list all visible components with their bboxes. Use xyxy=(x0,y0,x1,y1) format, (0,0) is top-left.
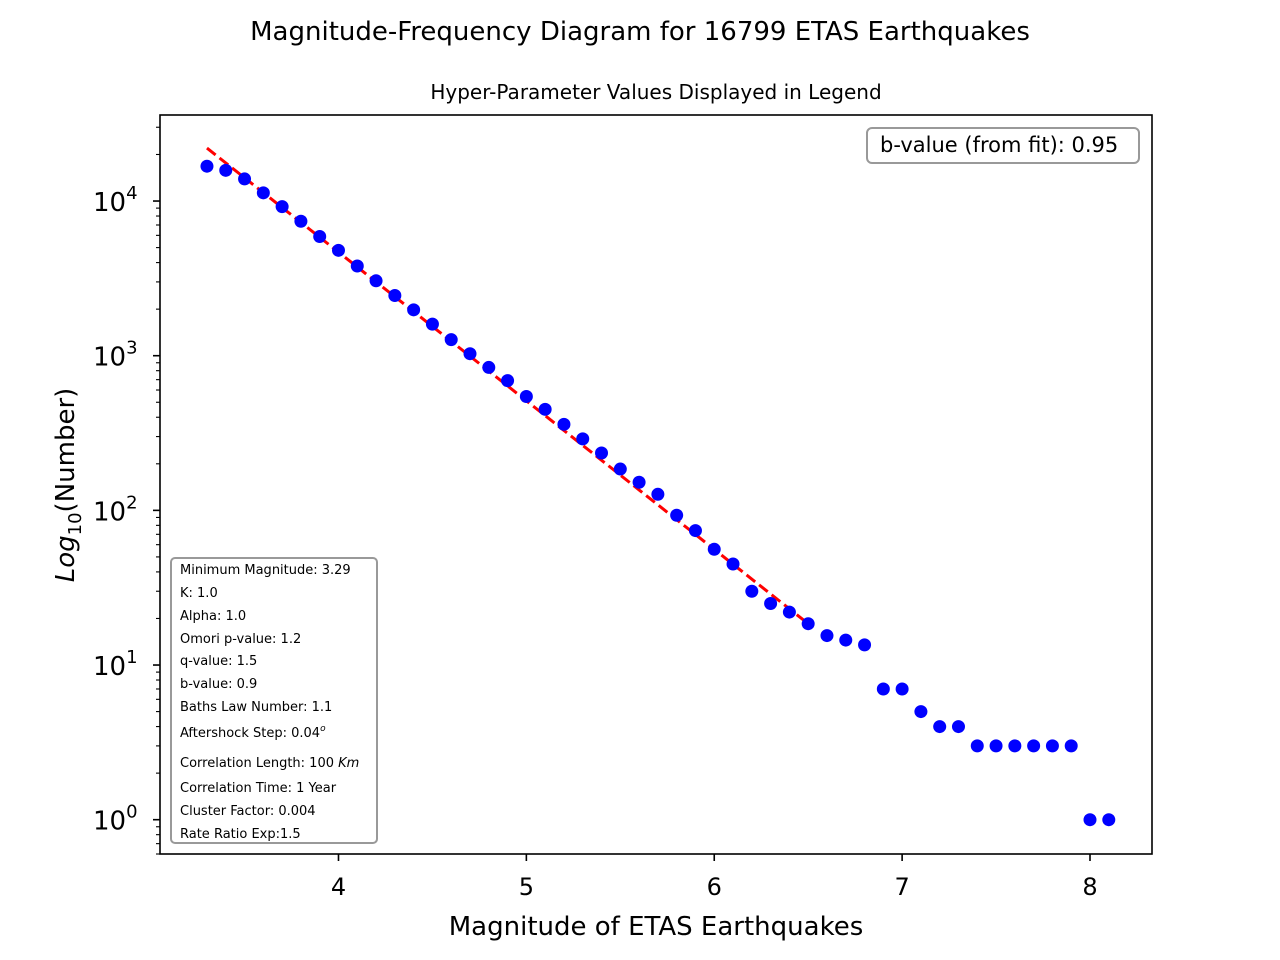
parameter-entry: q-value: 1.5 xyxy=(180,654,257,669)
x-tick-label: 6 xyxy=(707,873,722,901)
y-axis-label-subscript: 10 xyxy=(65,512,86,535)
data-point xyxy=(1064,739,1078,753)
data-point xyxy=(1027,739,1041,753)
data-point xyxy=(933,720,947,734)
data-point xyxy=(219,163,233,177)
data-point xyxy=(895,682,909,696)
data-point xyxy=(463,347,477,361)
data-point xyxy=(1045,739,1059,753)
data-point xyxy=(331,243,345,257)
fit-legend: b-value (from fit): 0.95 xyxy=(866,127,1140,164)
data-point xyxy=(801,617,815,631)
data-point xyxy=(670,508,684,522)
data-point xyxy=(576,432,590,446)
data-point xyxy=(613,462,627,476)
y-tick-label: 103 xyxy=(93,338,138,373)
data-point xyxy=(313,229,327,243)
data-point xyxy=(275,200,289,214)
data-point xyxy=(444,333,458,347)
data-point xyxy=(914,705,928,719)
parameter-entry: b-value: 0.9 xyxy=(180,677,257,692)
y-axis-label-prefix: Log xyxy=(51,535,81,582)
data-point xyxy=(1008,739,1022,753)
parameter-entry: Baths Law Number: 1.1 xyxy=(180,700,332,715)
x-tick-label: 8 xyxy=(1082,873,1097,901)
data-point xyxy=(820,629,834,643)
data-point xyxy=(538,402,552,416)
plot-area-frame xyxy=(159,114,1153,855)
data-point xyxy=(238,172,252,186)
x-axis-label: Magnitude of ETAS Earthquakes xyxy=(449,912,864,942)
parameter-entry: Minimum Magnitude: 3.29 xyxy=(180,563,351,578)
parameter-entry: Correlation Time: 1 Year xyxy=(180,781,337,796)
y-axis: 100 101 102 103 104 xyxy=(93,126,160,855)
data-point xyxy=(707,542,721,556)
parameter-entry: Omori p-value: 1.2 xyxy=(180,632,301,647)
data-point xyxy=(876,682,890,696)
chart-title: Magnitude-Frequency Diagram for 16799 ET… xyxy=(250,17,1030,47)
data-point xyxy=(200,159,214,173)
parameter-entry: Alpha: 1.0 xyxy=(180,609,246,624)
data-point xyxy=(557,417,571,431)
data-point xyxy=(764,596,778,610)
x-tick-label: 4 xyxy=(331,873,346,901)
data-point xyxy=(388,289,402,303)
data-point xyxy=(369,274,383,288)
parameter-entry: Aftershock Step: 0.04o xyxy=(180,724,326,741)
chart-subtitle: Hyper-Parameter Values Displayed in Lege… xyxy=(430,80,881,104)
parameters-legend-box xyxy=(170,557,378,844)
data-point xyxy=(407,303,421,317)
data-point xyxy=(501,374,515,388)
y-tick-label: 102 xyxy=(93,492,138,527)
data-point xyxy=(745,584,759,598)
data-point xyxy=(1102,813,1116,827)
data-point xyxy=(632,475,646,489)
y-tick-label: 104 xyxy=(93,183,138,218)
fit-legend-label: b-value (from fit): 0.95 xyxy=(880,133,1118,157)
data-point xyxy=(651,487,665,501)
data-point xyxy=(294,214,308,228)
y-tick-label: 101 xyxy=(93,647,138,682)
data-point xyxy=(782,605,796,619)
data-point xyxy=(839,633,853,647)
fit-legend-box xyxy=(866,127,1140,164)
data-point xyxy=(519,389,533,403)
data-point xyxy=(482,360,496,374)
data-point xyxy=(350,259,364,273)
data-point xyxy=(425,317,439,331)
y-tick-label: 100 xyxy=(93,802,138,837)
x-tick-label: 7 xyxy=(894,873,909,901)
parameters-legend-entries: Minimum Magnitude: 3.29 K: 1.0 Alpha: 1.0 O… xyxy=(180,563,359,842)
data-point xyxy=(989,739,1003,753)
data-point xyxy=(1083,813,1097,827)
x-tick-label: 5 xyxy=(519,873,534,901)
y-axis-label: Log10(Number) xyxy=(51,388,86,583)
data-point xyxy=(688,524,702,538)
data-point xyxy=(951,720,965,734)
y-axis-label-rest: (Number) xyxy=(51,388,81,513)
data-point xyxy=(858,638,872,652)
parameter-entry: Cluster Factor: 0.004 xyxy=(180,804,316,819)
data-point xyxy=(970,739,984,753)
parameter-entry: Rate Ratio Exp:1.5 xyxy=(180,827,301,842)
parameters-legend: Minimum Magnitude: 3.29 K: 1.0 Alpha: 1.0 O… xyxy=(170,557,378,844)
x-axis: 4 5 6 7 8 xyxy=(331,854,1098,901)
data-point xyxy=(595,446,609,460)
data-points-layer xyxy=(200,159,1116,827)
data-point xyxy=(726,557,740,571)
data-point xyxy=(256,186,270,200)
parameter-entry: K: 1.0 xyxy=(180,586,218,601)
parameter-entry: Correlation Length: 100 Km xyxy=(180,756,359,771)
